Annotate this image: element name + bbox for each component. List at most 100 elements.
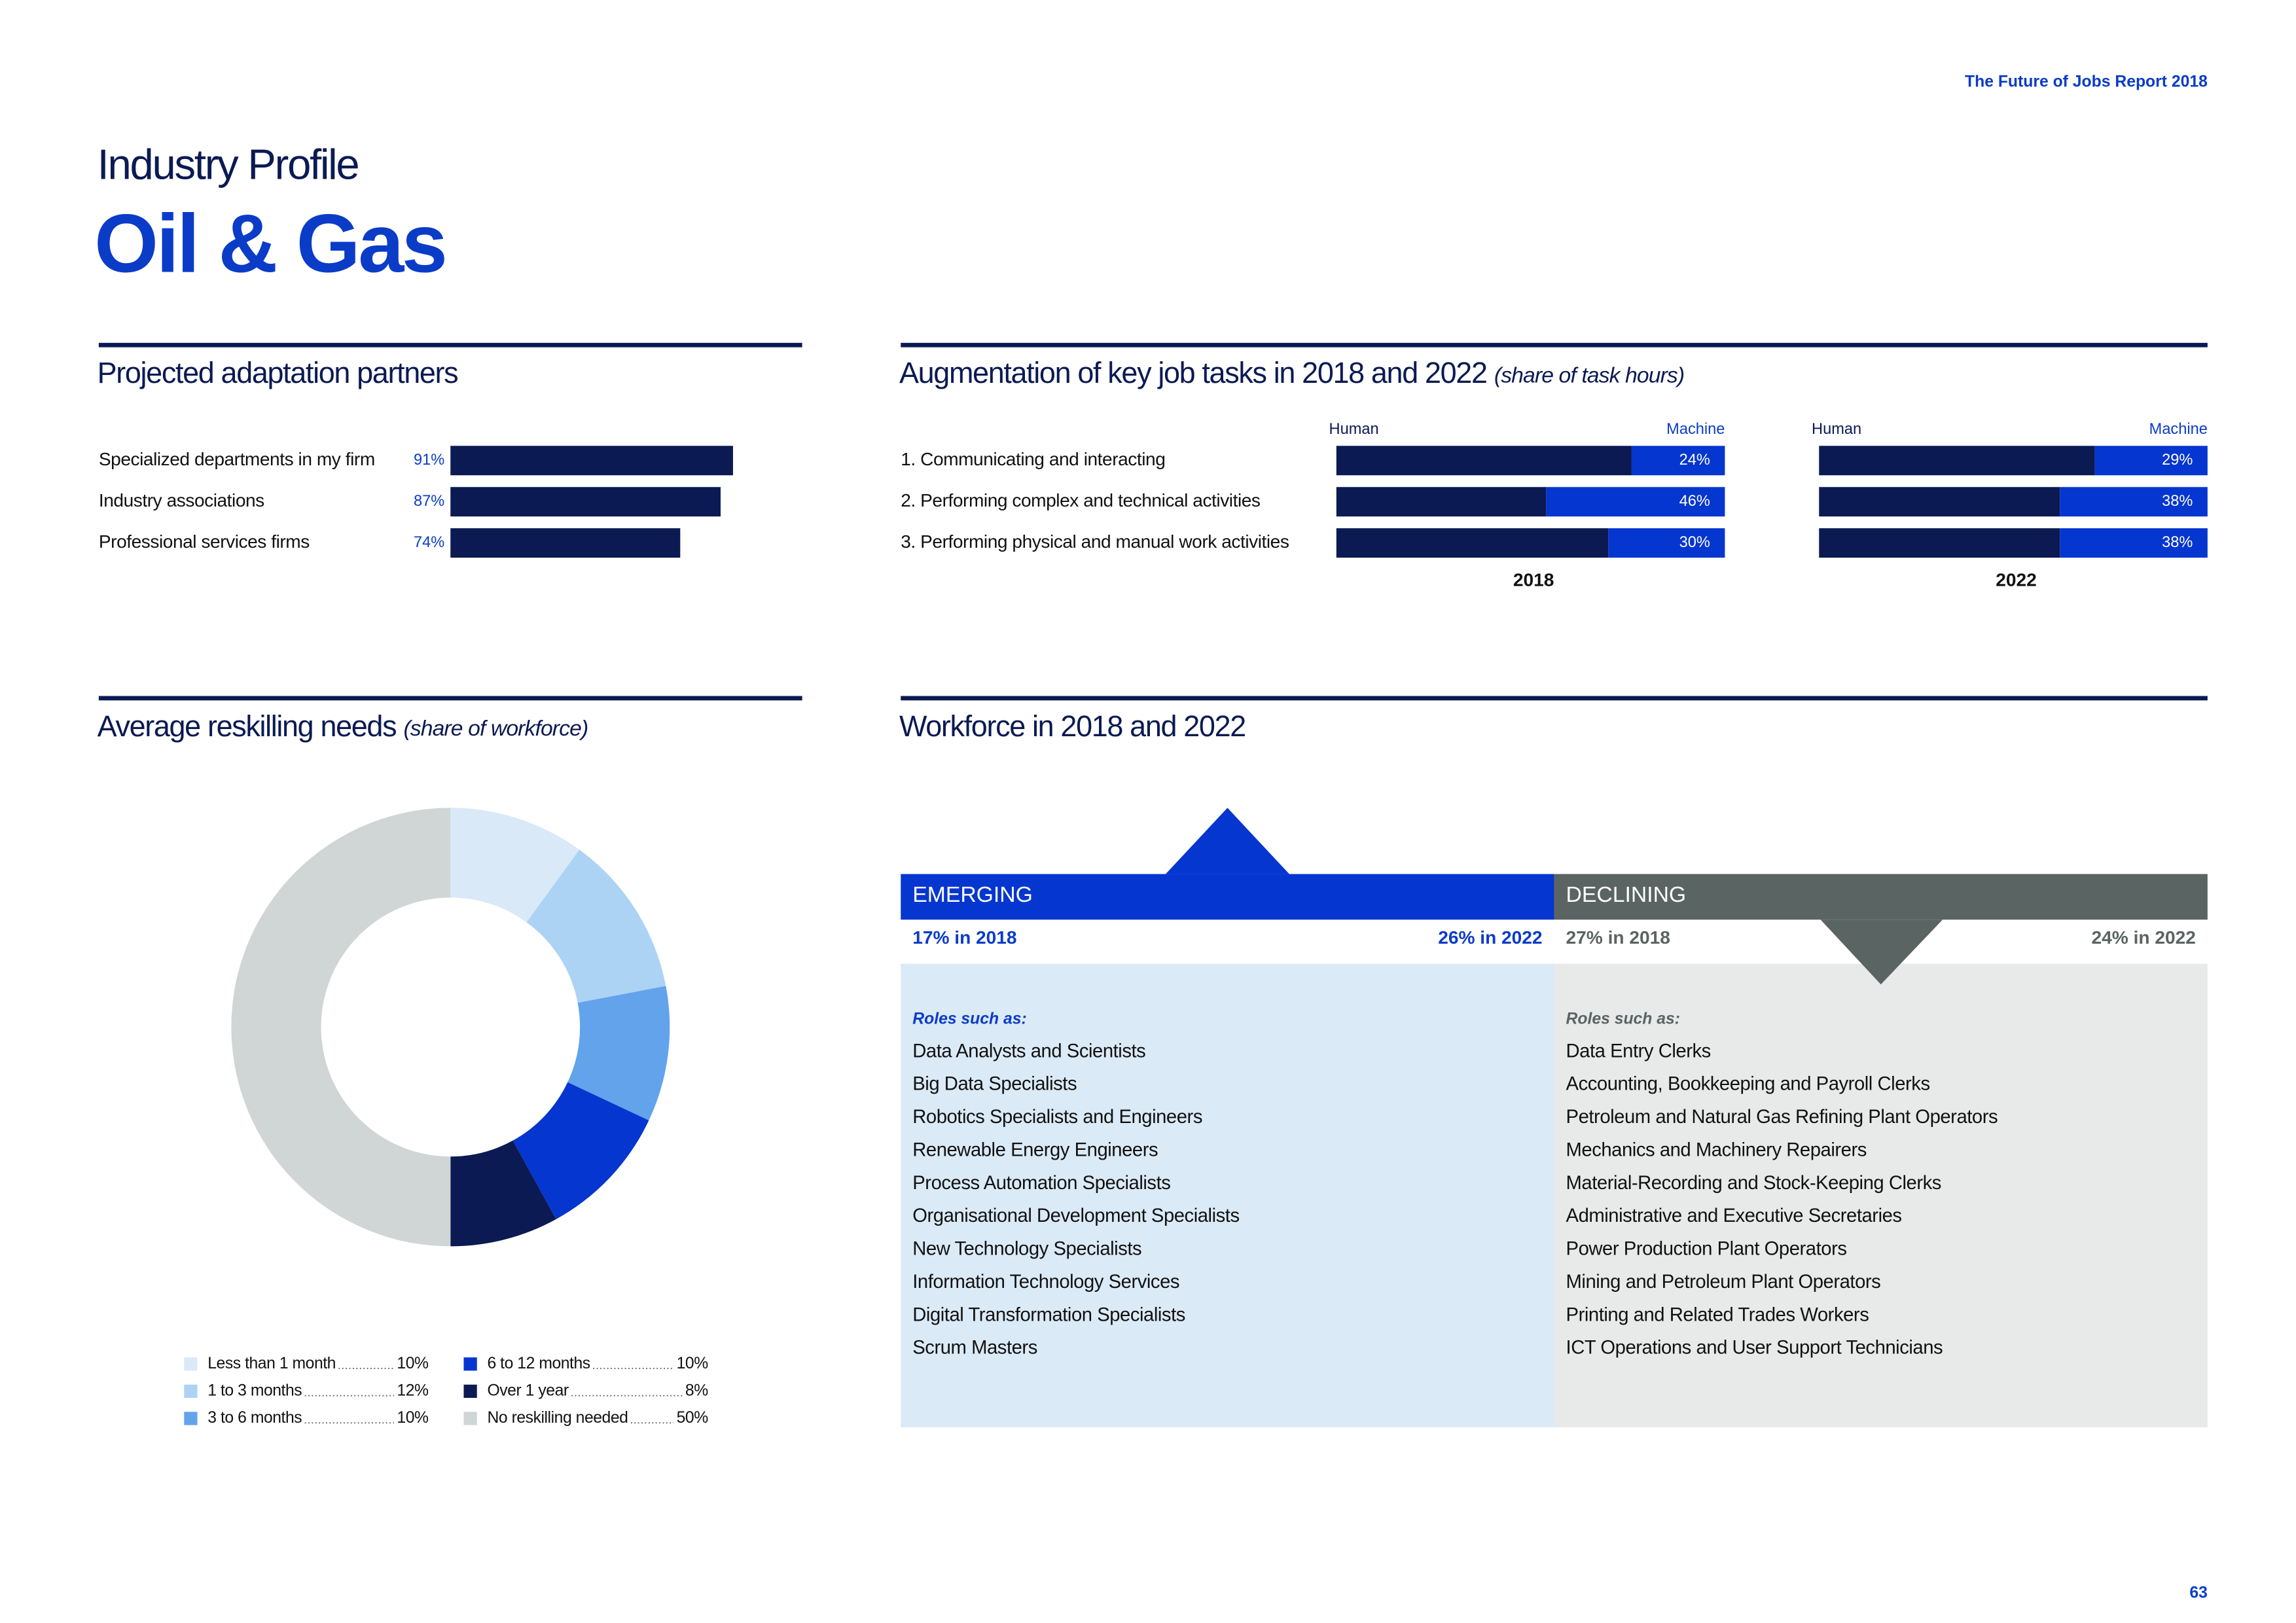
bar-segment (1336, 528, 1609, 558)
section-subtitle: (share of task hours) (1494, 363, 1684, 388)
kicker: Industry Profile (98, 141, 359, 188)
legend-value: 10% (397, 1355, 429, 1372)
value-label: 24% (1679, 452, 1710, 469)
bar-segment (1336, 487, 1547, 517)
legend-swatch (184, 1384, 198, 1398)
emerging-end: 26% in 2022 (1438, 927, 1542, 948)
value-label: 74% (414, 534, 444, 551)
legend-entry: Machine (2149, 421, 2208, 438)
section-title: Workforce in 2018 and 2022 (899, 709, 1246, 743)
section-subtitle: (share of workforce) (403, 716, 588, 741)
donut-slice (450, 808, 580, 923)
rule (901, 342, 2208, 348)
legend-swatch (184, 1412, 198, 1425)
panel-label: 2018 (1513, 570, 1554, 590)
bar-segment (2060, 487, 2208, 517)
bar-segment (1546, 487, 1725, 517)
role: Printing and Related Trades Workers (1566, 1304, 1869, 1325)
role: Robotics Specialists and Engineers (912, 1107, 1202, 1128)
header: The Future of Jobs Report 2018 (1965, 73, 2208, 90)
bar-segment (1631, 446, 1725, 476)
role: Process Automation Specialists (912, 1173, 1170, 1194)
emerging-panel (901, 963, 1554, 1427)
task-label: 1. Communicating and interacting (901, 449, 1165, 469)
bar (450, 446, 733, 476)
category-label: Professional services firms (99, 531, 310, 552)
legend-entry: Less than 1 month (207, 1355, 336, 1372)
declining-header (1554, 874, 2208, 920)
role: Petroleum and Natural Gas Refining Plant… (1566, 1107, 1998, 1128)
legend-swatch (184, 1357, 198, 1371)
bar-segment (1819, 487, 2060, 517)
bar-segment (1608, 528, 1725, 558)
value-label: 87% (414, 493, 444, 510)
page-number: 63 (2189, 1584, 2208, 1602)
role: Mining and Petroleum Plant Operators (1566, 1272, 1881, 1293)
section-title: Augmentation of key job tasks in 2018 an… (899, 356, 1487, 389)
section-title: Projected adaptation partners (98, 356, 458, 389)
task-label: 2. Performing complex and technical acti… (901, 490, 1261, 510)
value-label: 46% (1679, 493, 1710, 510)
role: Accounting, Bookkeeping and Payroll Cler… (1566, 1074, 1930, 1095)
category-label: Specialized departments in my firm (99, 449, 375, 469)
value-label: 30% (1679, 534, 1710, 551)
legend-entry: 6 to 12 months (487, 1355, 590, 1372)
role: Information Technology Services (912, 1272, 1179, 1293)
page-title: Oil & Gas (94, 197, 445, 289)
up-arrow (1165, 808, 1289, 874)
bar-segment (1336, 446, 1632, 476)
legend-value: 12% (397, 1382, 429, 1399)
emerging-start: 17% in 2018 (912, 927, 1016, 948)
value-label: 29% (2162, 452, 2193, 469)
declining-end: 24% in 2022 (2092, 927, 2196, 948)
bar (450, 528, 681, 558)
legend-value: 8% (685, 1382, 708, 1399)
legend-swatch (463, 1384, 477, 1398)
role: New Technology Specialists (912, 1239, 1141, 1260)
legend-swatch (463, 1357, 477, 1371)
role: Renewable Energy Engineers (912, 1139, 1158, 1160)
legend-value: 10% (677, 1355, 709, 1372)
down-arrow (1820, 919, 1943, 985)
legend-value: 10% (397, 1409, 429, 1427)
role: Data Entry Clerks (1566, 1041, 1711, 1061)
task-label: 3. Performing physical and manual work a… (901, 531, 1289, 552)
rule (98, 342, 802, 348)
bar-segment (1819, 528, 2060, 558)
donut-slice (567, 986, 670, 1121)
role: Power Production Plant Operators (1566, 1239, 1847, 1260)
legend-value: 50% (677, 1409, 709, 1427)
legend-entry: Human (1329, 421, 1379, 438)
declining-start: 27% in 2018 (1566, 927, 1670, 948)
value-label: 38% (2162, 493, 2193, 510)
legend-swatch (463, 1412, 477, 1425)
donut-slice (526, 849, 666, 1003)
bar (450, 487, 721, 517)
legend-entry: No reskilling needed (487, 1409, 628, 1427)
role: Mechanics and Machinery Repairers (1566, 1139, 1867, 1160)
value-label: 38% (2162, 534, 2193, 551)
role: Digital Transformation Specialists (912, 1304, 1185, 1325)
donut-slice (231, 808, 451, 1247)
roles-heading: Roles such as: (912, 1010, 1026, 1028)
rule (901, 696, 2208, 701)
value-label: 91% (414, 452, 444, 469)
roles-heading: Roles such as: (1566, 1010, 1680, 1028)
category-label: Industry associations (99, 490, 264, 510)
role: Administrative and Executive Secretaries (1566, 1205, 1902, 1226)
rule (98, 696, 802, 701)
role: Material-Recording and Stock-Keeping Cle… (1566, 1173, 1941, 1194)
declining-label: DECLINING (1566, 882, 1687, 907)
role: Scrum Masters (912, 1338, 1037, 1359)
bar-segment (1819, 446, 2095, 476)
legend-entry: 1 to 3 months (207, 1382, 302, 1399)
role: Organisational Development Specialists (912, 1205, 1239, 1226)
legend-entry: Over 1 year (487, 1382, 568, 1399)
legend-entry: Machine (1666, 421, 1725, 438)
donut-slice (450, 1140, 556, 1247)
role: Big Data Specialists (912, 1074, 1077, 1095)
donut-slice (512, 1082, 649, 1219)
panel-label: 2022 (1996, 570, 2037, 590)
